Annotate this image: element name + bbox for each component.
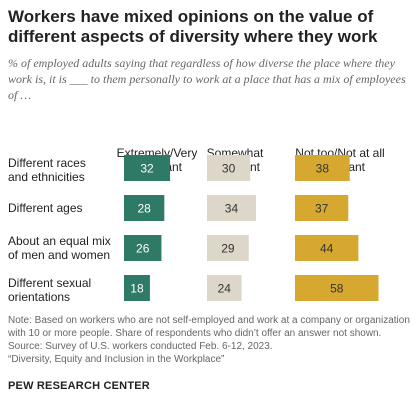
- data-label-somewhat-important-row-3: 29: [221, 242, 235, 256]
- data-label-very-important-row-1: 32: [140, 162, 154, 176]
- bar-not-important-row-4: [295, 275, 379, 301]
- chart-notes: Note: Based on workers who are not self-…: [8, 314, 412, 366]
- data-label-not-important-row-2: 37: [315, 202, 329, 216]
- data-label-not-important-row-3: 44: [320, 242, 334, 256]
- bar-very-important-row-4: [124, 275, 150, 301]
- bar-not-important-row-3: [295, 235, 359, 261]
- data-label-very-important-row-2: 28: [137, 202, 151, 216]
- bar-very-important-row-1: [124, 155, 171, 181]
- bar-not-important-row-2: [295, 195, 349, 221]
- data-label-somewhat-important-row-2: 34: [225, 202, 239, 216]
- note-text: Note: Based on workers who are not self-…: [8, 315, 410, 339]
- row-label-ages: Different ages: [8, 201, 83, 215]
- chart-title: Workers have mixed opinions on the value…: [8, 7, 378, 46]
- bar-somewhat-important-row-4: [207, 275, 242, 301]
- data-label-not-important-row-4: 58: [330, 282, 344, 296]
- report-title: “Diversity, Equity and Inclusion in the …: [8, 354, 225, 365]
- bar-chart: 32 28 26 18 30 34 29 24 38 37 44 58: [124, 155, 379, 301]
- data-label-somewhat-important-row-4: 24: [218, 282, 232, 296]
- bar-somewhat-important-row-3: [207, 235, 249, 261]
- bar-not-important-row-1: [295, 155, 350, 181]
- data-label-very-important-row-3: 26: [136, 242, 150, 256]
- row-label-men-women: About an equal mix of men and women: [8, 234, 111, 262]
- source-text: Source: Survey of U.S. workers conducted…: [8, 341, 273, 352]
- bar-very-important-row-3: [124, 235, 162, 261]
- bar-somewhat-important-row-2: [207, 195, 256, 221]
- bar-very-important-row-2: [124, 195, 165, 221]
- data-label-somewhat-important-row-1: 30: [222, 162, 236, 176]
- bar-somewhat-important-row-1: [207, 155, 251, 181]
- row-label-sexual-orientations: Different sexual orientations: [8, 276, 92, 304]
- row-label-races-ethnicities: Different races and ethnicities: [8, 156, 86, 184]
- chart-subtitle: % of employed adults saying that regardl…: [8, 56, 406, 102]
- data-label-very-important-row-4: 18: [130, 282, 144, 296]
- data-label-not-important-row-1: 38: [316, 162, 330, 176]
- pew-logo-text: PEW RESEARCH CENTER: [8, 380, 150, 392]
